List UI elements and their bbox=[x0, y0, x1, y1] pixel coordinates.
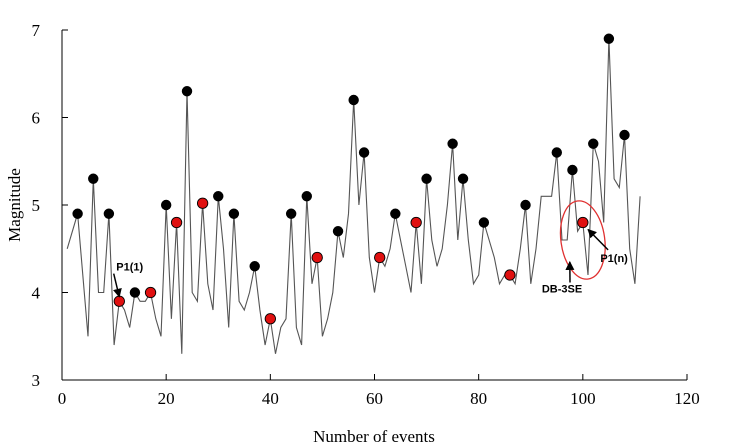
red-marker bbox=[374, 251, 386, 264]
red-marker bbox=[264, 313, 276, 325]
black-marker bbox=[520, 199, 531, 211]
y-axis-title: Magnitude bbox=[5, 168, 24, 242]
black-marker bbox=[390, 208, 401, 219]
black-marker bbox=[588, 138, 599, 149]
red-marker bbox=[196, 197, 209, 209]
black-marker bbox=[249, 261, 260, 272]
red-marker bbox=[311, 251, 323, 264]
ticks: 0 20 40 60 80 100 120 3 4 5 6 7 bbox=[32, 21, 700, 408]
black-marker bbox=[72, 208, 83, 219]
black-marker bbox=[358, 147, 370, 158]
annotation-label: P1(n) bbox=[600, 253, 628, 265]
black-marker bbox=[285, 208, 297, 219]
x-tick-label: 60 bbox=[366, 389, 383, 408]
annotation-layer: P1(1) DB-3SE P1(n) bbox=[112, 200, 628, 298]
annotation-arrow bbox=[587, 228, 609, 251]
y-tick-label: 5 bbox=[32, 196, 41, 215]
marker-layer bbox=[72, 33, 630, 325]
black-marker bbox=[457, 173, 469, 184]
red-marker bbox=[410, 216, 422, 229]
black-marker bbox=[88, 173, 99, 184]
black-marker bbox=[160, 199, 172, 211]
x-tick-label: 0 bbox=[58, 389, 67, 408]
x-tick-label: 120 bbox=[674, 389, 700, 408]
x-tick-label: 100 bbox=[570, 389, 596, 408]
annotation-label: DB-3SE bbox=[542, 284, 582, 296]
x-tick-label: 20 bbox=[158, 389, 175, 408]
red-marker bbox=[504, 269, 516, 281]
black-marker bbox=[551, 147, 562, 158]
black-marker bbox=[603, 33, 615, 44]
black-marker bbox=[567, 164, 578, 176]
black-marker bbox=[129, 287, 141, 298]
black-marker bbox=[103, 208, 115, 219]
annotation-arrow bbox=[112, 273, 122, 298]
x-axis-title: Number of events bbox=[313, 427, 435, 446]
black-marker bbox=[348, 94, 359, 106]
black-marker bbox=[447, 138, 458, 149]
y-tick-label: 4 bbox=[32, 284, 41, 303]
series-line bbox=[66, 38, 641, 354]
axes bbox=[61, 30, 687, 381]
black-marker bbox=[301, 191, 312, 202]
red-marker bbox=[113, 295, 125, 307]
black-marker bbox=[332, 226, 344, 237]
black-marker bbox=[478, 217, 490, 228]
red-marker bbox=[170, 216, 183, 229]
black-marker bbox=[181, 86, 193, 97]
series-layer bbox=[66, 38, 641, 354]
y-tick-label: 6 bbox=[32, 109, 41, 128]
annotation-label: P1(1) bbox=[116, 262, 143, 274]
x-tick-label: 80 bbox=[470, 389, 487, 408]
black-marker bbox=[228, 208, 240, 219]
highlight-ellipse bbox=[559, 200, 606, 280]
red-marker bbox=[144, 286, 157, 299]
black-marker bbox=[213, 191, 224, 202]
y-tick-label: 7 bbox=[32, 21, 41, 40]
black-marker bbox=[421, 173, 432, 184]
y-tick-label: 3 bbox=[32, 371, 41, 390]
black-marker bbox=[619, 129, 630, 141]
x-tick-label: 40 bbox=[262, 389, 279, 408]
red-marker bbox=[577, 216, 589, 229]
